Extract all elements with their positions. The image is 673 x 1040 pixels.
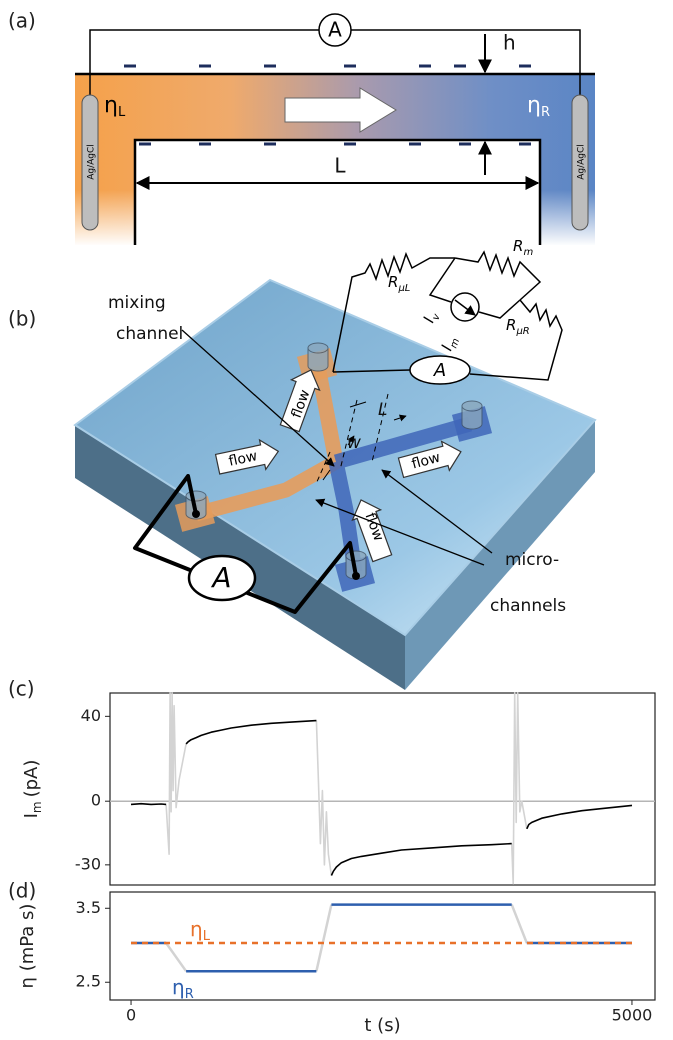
sub: μR <box>515 326 529 337</box>
label-unit: (pA) <box>21 760 42 798</box>
figure: (a) A h L ηL ηR Ag/AgCl Ag/AgCl (b) <box>0 0 673 1040</box>
panel-label: (b) <box>8 307 36 331</box>
width-label: w <box>347 433 361 453</box>
micro-label: channels <box>490 596 566 616</box>
eta-symbol: η <box>104 93 118 118</box>
symbol: R <box>513 237 523 255</box>
panel-label: (d) <box>8 879 36 903</box>
electrode-label: Ag/AgCl <box>87 144 97 180</box>
panel-label: (c) <box>8 677 35 701</box>
length-label: L <box>378 400 387 420</box>
label-sub: m <box>30 801 44 813</box>
symbol: R <box>388 273 398 291</box>
annotation-sub: R <box>185 987 194 1002</box>
annotation-sub: L <box>203 929 211 944</box>
resistor-label: RμL <box>388 273 410 295</box>
current-label: Iv <box>419 308 443 326</box>
y-axis-label: Im(pA) <box>21 760 44 819</box>
h-label: h <box>503 31 516 55</box>
page: {"panels": {"a": "(a)", "b": "(b)", "c":… <box>0 0 673 1040</box>
sub: μL <box>397 283 410 294</box>
x-tick-label: 0 <box>126 1006 136 1025</box>
y-axis-label: η (mPa s) <box>17 904 38 989</box>
mixing-label: channel <box>116 324 183 344</box>
x-axis-label: t (s) <box>364 1015 400 1036</box>
annotation-symbol: η <box>172 975 185 999</box>
y-tick-label: 40 <box>81 706 101 725</box>
micro-label: micro- <box>505 550 559 570</box>
y-tick-label: 2.5 <box>76 972 101 991</box>
ammeter-label: A <box>210 561 231 594</box>
panel-label: (a) <box>8 9 36 33</box>
annotation: ηR <box>172 975 194 1002</box>
x-tick-label: 5000 <box>612 1006 653 1025</box>
symbol: R <box>506 316 516 334</box>
annotation: ηL <box>190 917 211 944</box>
annotation-symbol: η <box>190 917 203 941</box>
eta-sub: R <box>541 105 550 120</box>
y-tick-label: -30 <box>75 854 101 873</box>
ammeter-label: A <box>328 18 342 42</box>
y-tick-label: 3.5 <box>76 898 101 917</box>
electrode-label: Ag/AgCl <box>577 144 587 180</box>
eta-symbol: η <box>527 93 541 118</box>
ammeter-label: A <box>433 360 446 381</box>
sub: m <box>523 247 533 258</box>
line-series <box>166 905 527 972</box>
y-tick-label: 0 <box>91 791 101 810</box>
length-label: L <box>334 154 346 178</box>
eta-sub: L <box>118 105 126 120</box>
resistor-label: Rm <box>513 237 533 259</box>
mixing-label: mixing <box>108 293 166 313</box>
